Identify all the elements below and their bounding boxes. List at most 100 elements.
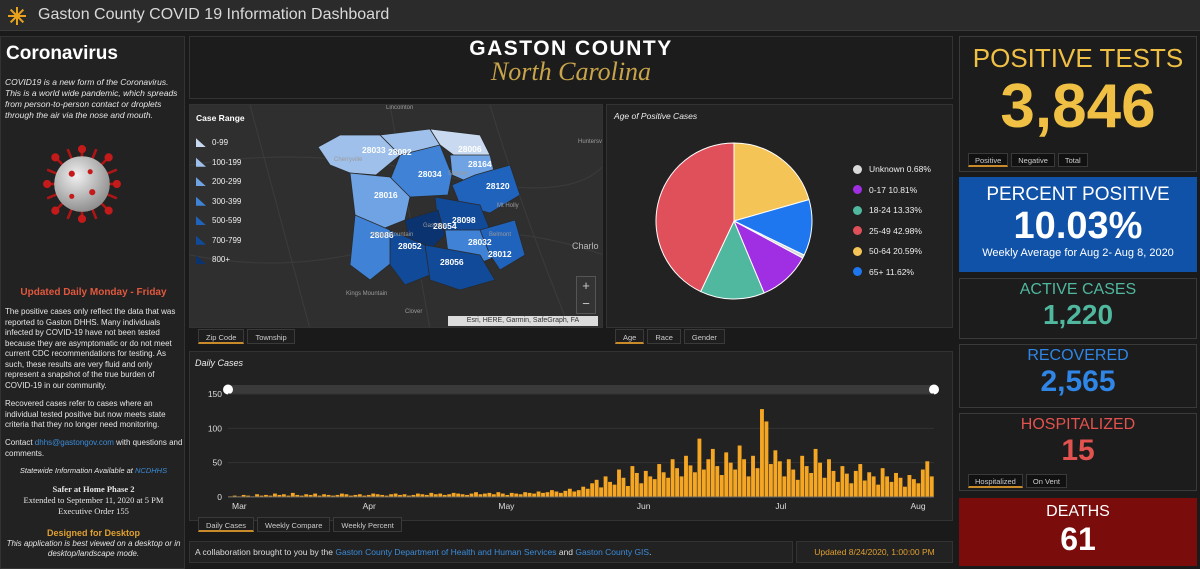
daily-bar[interactable]: [572, 491, 577, 497]
daily-bar[interactable]: [357, 494, 362, 497]
map-canvas[interactable]: 28033 28092 28006 28164 28034 28120 2801…: [190, 105, 603, 328]
daily-bar[interactable]: [898, 477, 903, 497]
daily-bar[interactable]: [876, 484, 881, 497]
contact-email-link[interactable]: dhhs@gastongov.com: [34, 438, 114, 447]
daily-bar[interactable]: [844, 473, 849, 497]
daily-bar[interactable]: [590, 483, 595, 497]
daily-bar[interactable]: [768, 464, 773, 497]
daily-bar[interactable]: [862, 480, 867, 497]
zoom-in-button[interactable]: +: [582, 278, 590, 293]
daily-bar[interactable]: [366, 494, 371, 497]
daily-bar[interactable]: [487, 492, 492, 497]
daily-bar[interactable]: [353, 494, 358, 497]
daily-bar[interactable]: [737, 445, 742, 498]
daily-bar[interactable]: [701, 469, 706, 497]
daily-bar[interactable]: [509, 492, 514, 497]
daily-bar[interactable]: [746, 476, 751, 497]
daily-bar[interactable]: [523, 492, 528, 497]
daily-bar[interactable]: [398, 494, 402, 497]
age-pie-chart[interactable]: [619, 119, 849, 329]
daily-bar[interactable]: [362, 495, 367, 497]
daily-bar[interactable]: [643, 470, 648, 497]
daily-bar[interactable]: [724, 452, 729, 497]
daily-bar[interactable]: [871, 476, 876, 497]
daily-bar[interactable]: [911, 479, 916, 497]
daily-bar[interactable]: [541, 492, 545, 497]
daily-bar[interactable]: [567, 488, 572, 497]
daily-bar[interactable]: [500, 493, 505, 497]
daily-bar[interactable]: [241, 494, 246, 497]
daily-bar[interactable]: [818, 462, 822, 497]
daily-bar[interactable]: [322, 494, 327, 497]
daily-bar[interactable]: [442, 494, 447, 497]
dhhs-link[interactable]: Gaston County Department of Health and H…: [335, 547, 557, 557]
daily-bar[interactable]: [903, 486, 907, 497]
tab-negative[interactable]: Negative: [1011, 153, 1055, 167]
daily-bar[interactable]: [532, 493, 537, 497]
daily-bar[interactable]: [554, 491, 559, 497]
daily-bar[interactable]: [621, 477, 626, 497]
daily-bar[interactable]: [675, 468, 680, 497]
tab-township[interactable]: Township: [247, 329, 295, 344]
daily-bar[interactable]: [679, 476, 684, 497]
daily-bar[interactable]: [693, 472, 697, 497]
daily-bar[interactable]: [795, 479, 800, 497]
executive-order-link[interactable]: Executive Order 155: [58, 506, 129, 516]
daily-bar[interactable]: [326, 494, 331, 497]
daily-bar[interactable]: [853, 470, 858, 497]
daily-bar[interactable]: [764, 421, 769, 497]
ncdhhs-link[interactable]: NCDHHS: [134, 466, 168, 475]
daily-bar[interactable]: [563, 490, 568, 497]
tab-on-vent[interactable]: On Vent: [1025, 474, 1067, 488]
daily-bar[interactable]: [460, 494, 465, 497]
daily-bar[interactable]: [755, 468, 760, 497]
daily-bar[interactable]: [290, 492, 295, 497]
tab-age[interactable]: Age: [615, 329, 645, 344]
daily-bar[interactable]: [885, 476, 890, 497]
daily-bar[interactable]: [286, 495, 291, 497]
daily-bar[interactable]: [264, 494, 268, 497]
daily-bar[interactable]: [827, 459, 831, 497]
daily-bar[interactable]: [317, 495, 322, 497]
zip-28052[interactable]: [389, 229, 431, 286]
tab-gender[interactable]: Gender: [683, 329, 725, 344]
daily-bar[interactable]: [800, 455, 805, 497]
daily-bar[interactable]: [295, 494, 300, 497]
daily-bar[interactable]: [558, 492, 563, 497]
daily-bar[interactable]: [858, 464, 863, 497]
tab-total[interactable]: Total: [1057, 153, 1088, 167]
daily-bar[interactable]: [840, 466, 845, 497]
daily-bar[interactable]: [313, 493, 318, 497]
daily-bar[interactable]: [894, 472, 898, 497]
daily-bar[interactable]: [666, 477, 671, 497]
gis-link[interactable]: Gaston County GIS: [575, 547, 650, 557]
daily-bar[interactable]: [625, 486, 630, 497]
daily-bar[interactable]: [371, 493, 376, 497]
daily-bar[interactable]: [706, 459, 711, 497]
daily-bar[interactable]: [920, 469, 925, 497]
daily-bar[interactable]: [550, 490, 554, 497]
daily-bar[interactable]: [657, 464, 662, 497]
zip-28012[interactable]: [479, 219, 526, 271]
daily-bar[interactable]: [340, 493, 344, 497]
daily-bar[interactable]: [782, 476, 787, 497]
zip-28086[interactable]: [349, 214, 396, 281]
range-slider-handle-end[interactable]: [929, 384, 939, 395]
zip-28120[interactable]: [451, 164, 521, 214]
daily-bar[interactable]: [929, 476, 934, 497]
tab-hospitalized[interactable]: Hospitalized: [968, 474, 1023, 488]
pie-slice-25-49[interactable]: [655, 142, 735, 293]
daily-bar[interactable]: [344, 494, 349, 497]
daily-bar[interactable]: [259, 495, 264, 497]
tab-race[interactable]: Race: [647, 329, 681, 344]
daily-bar[interactable]: [465, 494, 469, 497]
daily-bar[interactable]: [612, 484, 617, 497]
daily-bar[interactable]: [889, 481, 894, 497]
tab-weekly-percent[interactable]: Weekly Percent: [333, 517, 402, 532]
daily-bar[interactable]: [836, 481, 840, 497]
tab-weekly-compare[interactable]: Weekly Compare: [257, 517, 331, 532]
daily-bar[interactable]: [527, 492, 532, 497]
daily-bar[interactable]: [822, 477, 827, 497]
daily-bar[interactable]: [299, 495, 304, 497]
daily-bar[interactable]: [469, 493, 474, 497]
